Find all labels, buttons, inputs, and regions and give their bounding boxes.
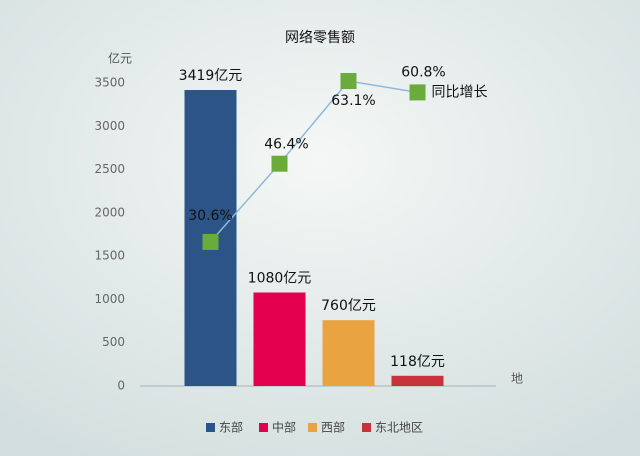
value-label: 60.8% <box>401 64 445 80</box>
legend-label: 西部 <box>321 420 345 435</box>
line-marker <box>271 155 288 172</box>
legend-label: 中部 <box>272 420 296 435</box>
y-tick-label: 2500 <box>94 162 125 176</box>
series-name: 同比增长 <box>432 84 488 100</box>
value-label: 46.4% <box>264 137 308 153</box>
value-label: 3419亿元 <box>179 68 243 84</box>
legend-swatch <box>259 423 268 432</box>
y-tick-label: 3500 <box>94 76 125 90</box>
legend-swatch <box>308 423 317 432</box>
line-marker <box>202 233 219 250</box>
value-label: 63.1% <box>331 93 375 109</box>
y-tick-label: 1000 <box>94 292 125 306</box>
x-axis-title: 地 <box>511 372 523 386</box>
value-label: 1080亿元 <box>248 271 312 287</box>
value-label: 760亿元 <box>321 298 376 314</box>
y-tick-label: 3000 <box>94 119 125 133</box>
chart-title: 网络零售额 <box>285 30 355 46</box>
legend-swatch <box>362 423 371 432</box>
legend-swatch <box>206 423 215 432</box>
bar <box>322 320 375 386</box>
bar <box>253 292 306 386</box>
y-tick-label: 0 <box>117 379 125 393</box>
y-axis-title: 亿元 <box>108 51 132 66</box>
y-tick-label: 2000 <box>94 205 125 219</box>
legend-label: 东部 <box>219 420 243 435</box>
bar <box>391 375 444 386</box>
line-marker <box>340 73 357 90</box>
line-marker <box>409 84 426 101</box>
legend-label: 东北地区 <box>375 421 423 435</box>
value-label: 30.6% <box>188 208 232 224</box>
y-tick-label: 1500 <box>94 249 125 263</box>
value-label: 118亿元 <box>390 354 445 370</box>
y-tick-label: 500 <box>102 335 125 349</box>
line <box>209 80 418 243</box>
